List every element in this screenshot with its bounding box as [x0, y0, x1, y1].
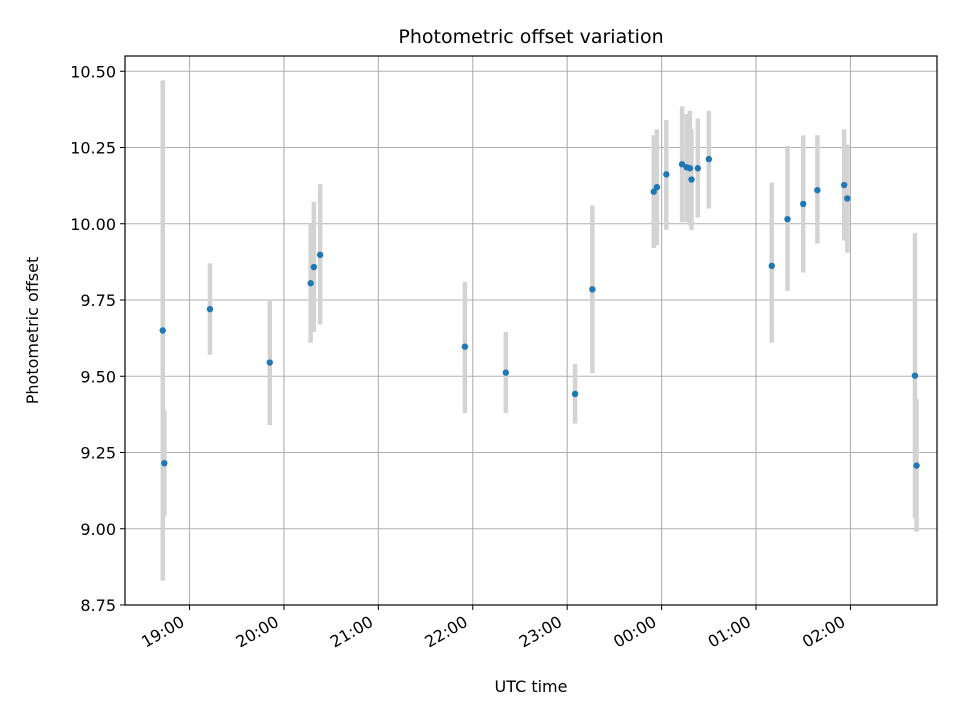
y-tick-label: 9.25 — [80, 444, 116, 463]
data-point — [913, 462, 920, 469]
data-point — [571, 390, 579, 398]
y-tick-label: 8.75 — [80, 596, 116, 615]
y-tick-label: 9.75 — [80, 291, 116, 310]
data-point — [266, 359, 273, 366]
data-point — [316, 251, 324, 259]
data-point — [310, 263, 318, 271]
data-point — [840, 181, 848, 189]
chart-title: Photometric offset variation — [398, 26, 663, 48]
data-point — [650, 188, 657, 195]
data-point — [688, 176, 695, 183]
data-point — [206, 305, 214, 313]
data-point — [502, 369, 510, 376]
y-tick-label: 10.00 — [70, 215, 116, 234]
data-point — [159, 327, 166, 334]
data-point — [307, 280, 314, 287]
data-point — [653, 183, 661, 191]
data-point — [800, 200, 807, 208]
data-point — [678, 161, 686, 168]
data-points — [159, 155, 920, 469]
data-point — [461, 343, 469, 350]
data-point — [589, 286, 596, 293]
data-point — [814, 187, 821, 194]
y-tick-label: 10.25 — [70, 139, 116, 158]
data-point — [784, 215, 791, 223]
data-point — [161, 459, 168, 467]
data-point — [705, 155, 713, 163]
data-point — [768, 262, 775, 270]
data-point — [686, 165, 694, 172]
x-axis-label: UTC time — [495, 677, 568, 696]
plot-frame — [124, 55, 938, 606]
y-tick-label: 10.50 — [70, 62, 116, 81]
y-tick-label: 9.50 — [80, 367, 116, 386]
data-point — [694, 165, 702, 172]
data-point — [911, 372, 919, 379]
y-axis-ticks: 8.75 9.00 9.25 9.50 9.75 10.00 10.25 10.50 — [70, 62, 125, 615]
y-axis-label: Photometric offset — [23, 257, 42, 405]
data-point — [844, 195, 851, 202]
y-tick-label: 9.00 — [80, 520, 116, 539]
data-point — [663, 171, 670, 178]
